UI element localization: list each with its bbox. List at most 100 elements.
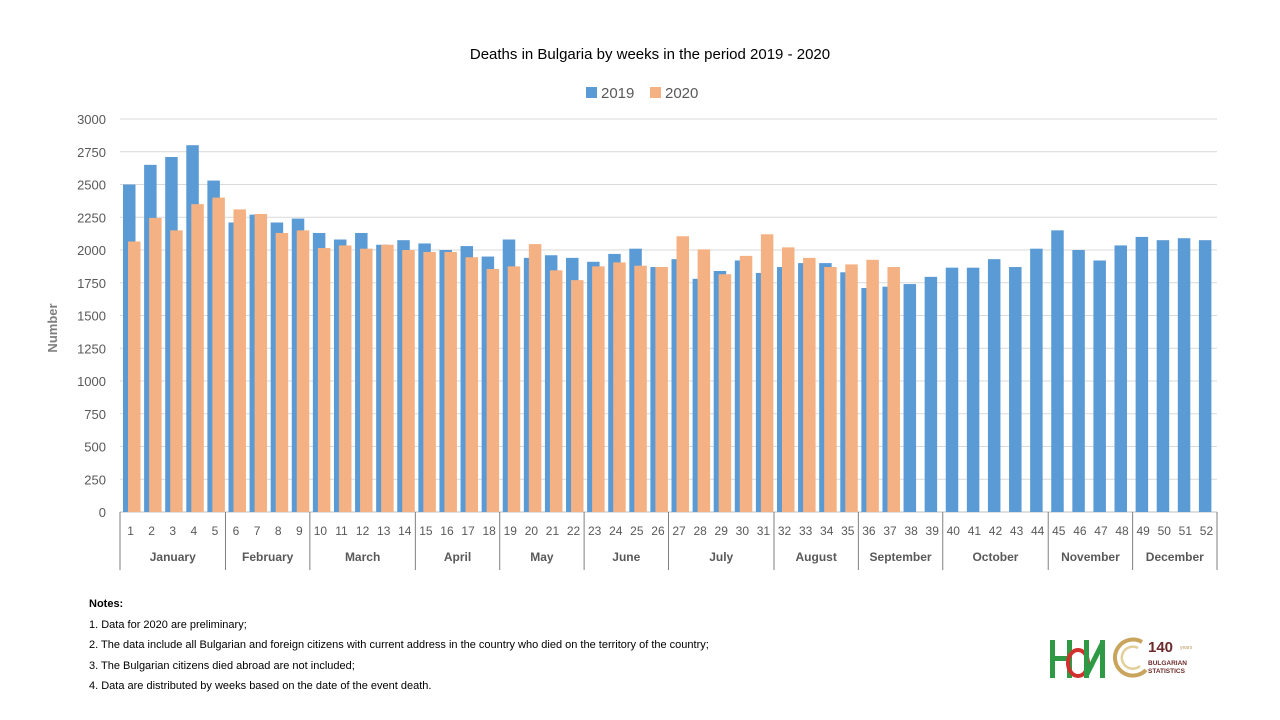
bar-2019-week-48 bbox=[1114, 245, 1128, 513]
x-tick-label: 3 bbox=[169, 524, 176, 538]
x-tick-label: 40 bbox=[947, 524, 961, 538]
month-label: August bbox=[796, 550, 837, 564]
y-tick-label: 2250 bbox=[77, 210, 106, 225]
bar-2019-week-49 bbox=[1135, 236, 1149, 512]
note-line: 1. Data for 2020 are preliminary; bbox=[89, 618, 247, 631]
bar-2019-week-42 bbox=[987, 259, 1001, 512]
bar-2020-week-10 bbox=[317, 248, 331, 513]
bar-2020-week-19 bbox=[507, 266, 521, 513]
x-tick-label: 10 bbox=[314, 524, 328, 538]
bar-2020-week-27 bbox=[676, 236, 689, 512]
bar-2020-week-17 bbox=[465, 257, 479, 512]
x-tick-label: 44 bbox=[1031, 524, 1045, 538]
y-tick-label: 1000 bbox=[77, 374, 106, 389]
bar-2020-week-36 bbox=[866, 259, 879, 512]
chart: Deaths in Bulgaria by weeks in the perio… bbox=[45, 46, 1218, 570]
x-tick-label: 1 bbox=[127, 524, 134, 538]
month-label: July bbox=[709, 550, 733, 564]
note-line: 3. The Bulgarian citizens died abroad ar… bbox=[89, 659, 355, 672]
bar-2020-week-32 bbox=[781, 247, 795, 512]
x-tick-label: 45 bbox=[1052, 524, 1066, 538]
x-tick-label: 9 bbox=[296, 524, 303, 538]
bar-2020-week-35 bbox=[845, 264, 858, 512]
month-label: February bbox=[242, 550, 294, 564]
bar-2020-week-33 bbox=[803, 257, 816, 512]
x-tick-label: 17 bbox=[461, 524, 475, 538]
y-axis-label: Number bbox=[45, 303, 60, 352]
y-tick-label: 2500 bbox=[77, 178, 106, 193]
x-tick-label: 35 bbox=[841, 524, 855, 538]
bar-2020-week-34 bbox=[824, 267, 837, 512]
bar-2020-week-28 bbox=[697, 249, 711, 512]
bar-2020-week-12 bbox=[360, 248, 373, 512]
x-tick-label: 31 bbox=[757, 524, 771, 538]
y-tick-label: 500 bbox=[84, 440, 106, 455]
x-tick-label: 51 bbox=[1179, 524, 1193, 538]
bar-2019-week-41 bbox=[966, 267, 980, 512]
x-tick-label: 16 bbox=[440, 524, 454, 538]
x-tick-label: 28 bbox=[693, 524, 707, 538]
x-tick-label: 32 bbox=[778, 524, 792, 538]
bar-2019-week-38 bbox=[903, 284, 917, 512]
x-tick-label: 47 bbox=[1094, 524, 1108, 538]
x-axis-ticks: 1 2 3 4 5 6 7 8 9 10 11 12 13 14 15 16 17 18 19 20 21 22 23 24 2… bbox=[127, 524, 1213, 538]
month-label: June bbox=[612, 550, 640, 564]
bar-2020-week-3 bbox=[170, 230, 183, 512]
x-tick-label: 42 bbox=[989, 524, 1003, 538]
anniversary-line-2: STATISTICS bbox=[1148, 668, 1185, 675]
x-tick-label: 21 bbox=[546, 524, 560, 538]
bar-2020-week-23 bbox=[592, 266, 605, 513]
anniversary-logo-icon bbox=[1112, 637, 1148, 678]
bar-2020-week-14 bbox=[402, 250, 415, 512]
month-label: November bbox=[1061, 550, 1120, 564]
chart-title: Deaths in Bulgaria by weeks in the perio… bbox=[470, 46, 830, 63]
anniversary-number: 140 bbox=[1148, 639, 1174, 656]
legend-label-2019: 2019 bbox=[601, 85, 634, 102]
bar-2020-week-9 bbox=[296, 230, 310, 512]
x-tick-label: 36 bbox=[862, 524, 876, 538]
x-tick-label: 48 bbox=[1115, 524, 1129, 538]
x-tick-label: 15 bbox=[419, 524, 433, 538]
bar-2020-week-26 bbox=[655, 267, 668, 512]
x-tick-label: 38 bbox=[904, 524, 918, 538]
x-tick-label: 24 bbox=[609, 524, 623, 538]
bar-2020-week-24 bbox=[613, 262, 626, 512]
y-axis-ticks: 0 250 500 750 1000 1250 1500 1750 2000 2250 2500 27… bbox=[77, 112, 106, 520]
bar-2020-week-21 bbox=[549, 270, 563, 512]
month-label: April bbox=[444, 550, 471, 564]
legend: 2019 2020 bbox=[586, 85, 698, 102]
x-tick-label: 12 bbox=[356, 524, 370, 538]
nsi-logo-icon bbox=[1050, 640, 1106, 678]
x-tick-label: 11 bbox=[335, 524, 348, 538]
bar-2019-week-47 bbox=[1093, 260, 1106, 512]
bar-2020-week-8 bbox=[275, 232, 289, 512]
x-tick-label: 30 bbox=[736, 524, 750, 538]
x-tick-label: 5 bbox=[212, 524, 219, 538]
bar-2020-week-4 bbox=[191, 204, 204, 512]
bar-2020-week-2 bbox=[149, 217, 162, 512]
x-tick-label: 2 bbox=[148, 524, 155, 538]
month-labels: January February March April May June July Augu… bbox=[119, 512, 1218, 570]
month-label: May bbox=[530, 550, 554, 564]
bar-2019-week-40 bbox=[945, 267, 959, 512]
y-tick-label: 750 bbox=[84, 407, 106, 422]
anniversary-years: years bbox=[1180, 645, 1193, 651]
y-tick-label: 2750 bbox=[77, 145, 106, 160]
logos: 140 years BULGARIAN STATISTICS bbox=[1048, 636, 1208, 684]
x-tick-label: 8 bbox=[275, 524, 282, 538]
notes: Notes: 1. Data for 2020 are preliminary;… bbox=[89, 594, 709, 697]
x-tick-label: 29 bbox=[715, 524, 729, 538]
y-tick-label: 250 bbox=[84, 472, 106, 487]
bar-2019-week-50 bbox=[1156, 240, 1170, 512]
y-tick-label: 2000 bbox=[77, 243, 106, 258]
x-tick-label: 14 bbox=[398, 524, 412, 538]
x-tick-label: 39 bbox=[926, 524, 940, 538]
x-tick-label: 6 bbox=[233, 524, 240, 538]
x-tick-label: 13 bbox=[377, 524, 391, 538]
x-tick-label: 18 bbox=[483, 524, 497, 538]
x-tick-label: 41 bbox=[968, 524, 982, 538]
month-label: January bbox=[150, 550, 196, 564]
bar-2020-week-5 bbox=[212, 197, 225, 512]
x-tick-label: 4 bbox=[190, 524, 197, 538]
y-tick-label: 1250 bbox=[77, 341, 106, 356]
